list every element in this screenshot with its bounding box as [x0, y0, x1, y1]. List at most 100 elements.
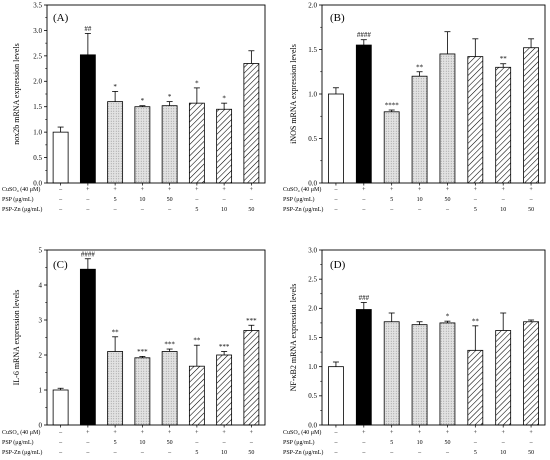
- treatment-cell: +: [446, 187, 450, 193]
- bar: [328, 93, 344, 184]
- treatment-cell: –: [167, 450, 172, 456]
- treatment-row-label: PSP-Zn (μg/mL): [2, 206, 42, 213]
- bar: [355, 309, 372, 426]
- treatment-cell: –: [417, 450, 422, 456]
- treatment-cell: –: [58, 187, 63, 193]
- y-tick-label: 4: [39, 281, 43, 289]
- treatment-cell: +: [86, 430, 90, 436]
- bar: [411, 324, 428, 426]
- bar: [79, 54, 96, 184]
- significance-label: *: [222, 95, 226, 103]
- treatment-cell: +: [222, 187, 226, 193]
- treatment-cell: –: [445, 450, 450, 456]
- treatment-row-label: PSP (μg/mL): [283, 439, 315, 446]
- significance-label: *: [168, 93, 172, 101]
- y-tick-label: 5: [39, 246, 43, 254]
- significance-label: *: [195, 79, 199, 87]
- significance-label: ###: [359, 294, 370, 302]
- bar: [107, 351, 124, 426]
- bar: [439, 322, 456, 426]
- treatment-cell: 50: [444, 440, 450, 446]
- y-tick-label: 3.0: [33, 27, 42, 35]
- treatment-cell: –: [85, 197, 90, 203]
- treatment-row-label: PSP (μg/mL): [283, 196, 315, 203]
- treatment-cell: –: [194, 440, 199, 446]
- bar: [523, 321, 539, 426]
- treatment-cell: –: [58, 207, 63, 213]
- bar: [495, 330, 512, 426]
- significance-label: **: [193, 337, 201, 345]
- treatment-cell: +: [141, 187, 145, 193]
- treatment-cell: 50: [167, 440, 173, 446]
- treatment-cell: 5: [195, 450, 198, 456]
- bar: [216, 354, 233, 426]
- y-tick-label: 3.5: [33, 1, 42, 9]
- y-tick-label: 2.5: [308, 276, 317, 284]
- bar: [383, 321, 400, 426]
- panel-label: (A): [53, 12, 69, 24]
- bar: [467, 56, 484, 184]
- treatment-row-label: PSP (μg/mL): [2, 196, 34, 203]
- treatment-cell: –: [194, 197, 199, 203]
- treatment-row-label: CuSO₄ (40 μM): [283, 186, 321, 193]
- y-tick-label: 0: [39, 421, 43, 429]
- treatment-cell: –: [417, 207, 422, 213]
- y-tick-label: 2.0: [308, 1, 317, 9]
- treatment-cell: –: [85, 440, 90, 446]
- significance-label: ####: [357, 31, 372, 39]
- treatment-cell: 5: [195, 207, 198, 213]
- plot-frame: [321, 249, 546, 426]
- treatment-cell: –: [333, 450, 338, 456]
- y-tick-label: 1.5: [33, 103, 42, 111]
- treatment-cell: +: [168, 187, 172, 193]
- y-tick-label: 1.0: [308, 363, 317, 371]
- treatment-cell: 50: [248, 450, 254, 456]
- plot-frame: [46, 249, 266, 426]
- treatment-cell: +: [362, 187, 366, 193]
- treatment-cell: –: [140, 450, 145, 456]
- treatment-cell: –: [140, 207, 145, 213]
- treatment-cell: 5: [114, 197, 117, 203]
- treatment-cell: –: [361, 440, 366, 446]
- y-tick-label: 2.0: [308, 305, 317, 313]
- significance-label: ***: [137, 348, 148, 356]
- treatment-cell: +: [195, 187, 199, 193]
- y-tick-label: 0.5: [33, 154, 42, 162]
- treatment-cell: +: [390, 430, 394, 436]
- treatment-cell: +: [195, 430, 199, 436]
- treatment-cell: –: [58, 440, 63, 446]
- treatment-cell: +: [362, 430, 366, 436]
- panel-label: (B): [330, 12, 345, 24]
- treatment-cell: –: [85, 450, 90, 456]
- treatment-cell: +: [418, 430, 422, 436]
- bar: [216, 108, 233, 184]
- significance-label: **: [500, 55, 508, 63]
- treatment-cell: +: [141, 430, 145, 436]
- treatment-cell: +: [222, 430, 226, 436]
- plot-frame: [321, 4, 546, 184]
- treatment-cell: 5: [390, 197, 393, 203]
- treatment-cell: 5: [390, 440, 393, 446]
- significance-label: ***: [164, 341, 175, 349]
- y-tick-label: 2.5: [33, 52, 42, 60]
- treatment-cell: –: [249, 197, 254, 203]
- treatment-cell: 10: [417, 197, 423, 203]
- treatment-cell: –: [222, 197, 227, 203]
- bar: [52, 389, 69, 426]
- bar: [134, 106, 151, 184]
- bar: [161, 351, 178, 426]
- chart-panel-a: ## * * * * * 0.0 0.5 1.0 1.5 2.0 2.5 3.0 3.5 nox2b mRN…: [2, 1, 266, 213]
- treatment-cell: 5: [474, 207, 477, 213]
- significance-label: *: [141, 97, 145, 105]
- plot-frame: [46, 4, 266, 184]
- treatment-cell: +: [250, 430, 254, 436]
- treatment-cell: 50: [528, 207, 534, 213]
- y-tick-label: 0.0: [33, 179, 42, 187]
- treatment-cell: 50: [444, 197, 450, 203]
- treatment-cell: 10: [139, 440, 145, 446]
- significance-label: ***: [219, 343, 230, 351]
- bar: [383, 111, 400, 184]
- treatment-cell: –: [113, 207, 118, 213]
- treatment-cell: +: [418, 187, 422, 193]
